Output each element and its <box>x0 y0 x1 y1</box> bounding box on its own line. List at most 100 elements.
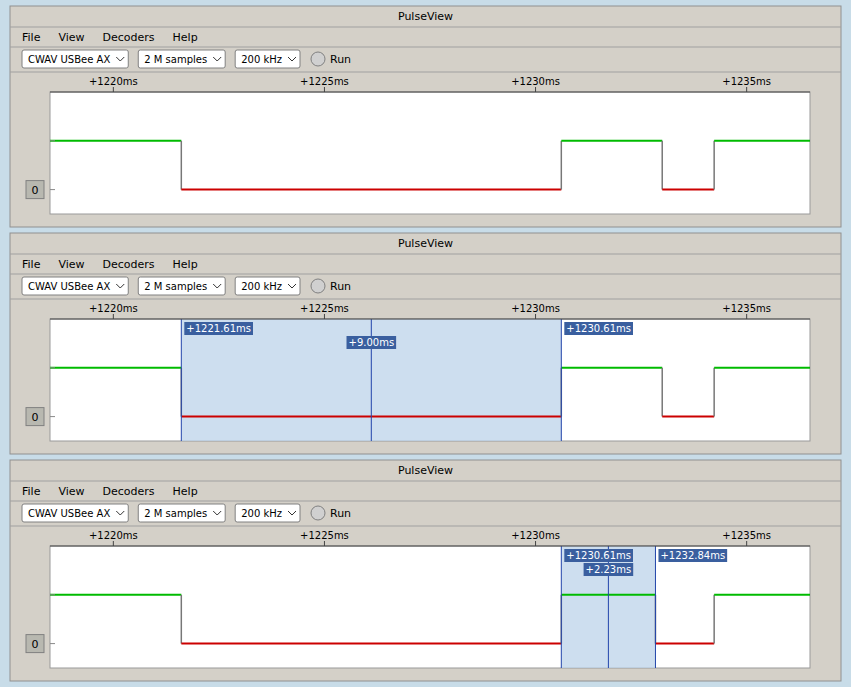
menu-item[interactable]: Help <box>173 485 198 498</box>
channel-box <box>26 181 44 199</box>
toolbar-item[interactable]: Run <box>330 280 351 293</box>
x-tick-label: +1225ms <box>300 530 349 541</box>
transition <box>561 141 563 190</box>
menu-item[interactable]: View <box>58 485 84 498</box>
menu-item[interactable]: Help <box>173 258 198 271</box>
toolbar-item[interactable]: 200 kHz <box>241 54 282 65</box>
dropdown[interactable] <box>22 50 128 68</box>
toolbar-item[interactable]: Run <box>330 53 351 66</box>
x-tick <box>113 314 114 319</box>
cursor-badge <box>584 563 634 576</box>
cursor-label: +9.00ms <box>349 337 395 348</box>
y-tick <box>50 643 55 644</box>
signal-segment <box>50 367 181 369</box>
y-tick <box>50 367 55 368</box>
signal-segment <box>714 367 810 369</box>
toolbar-item[interactable]: 2 M samples <box>144 54 207 65</box>
run-button[interactable] <box>311 52 325 66</box>
x-tick <box>535 87 536 92</box>
transition <box>661 141 663 190</box>
dropdown-arrow <box>116 284 124 288</box>
separator <box>10 481 841 482</box>
run-button[interactable] <box>311 279 325 293</box>
menu-item[interactable]: Decoders <box>103 31 155 44</box>
x-tick-label: +1230ms <box>511 530 560 541</box>
x-tick-label: +1220ms <box>89 303 138 314</box>
x-tick <box>113 541 114 546</box>
transition <box>713 595 715 644</box>
signal-segment <box>50 594 181 596</box>
window-frame <box>10 6 841 227</box>
signal-segment <box>561 140 662 142</box>
channel-label: 0 <box>32 184 39 197</box>
selection <box>561 546 655 668</box>
signal-segment <box>561 367 662 369</box>
dropdown-arrow <box>213 57 221 61</box>
plot-area <box>50 92 810 214</box>
x-tick <box>535 541 536 546</box>
x-tick <box>324 541 325 546</box>
y-tick <box>50 416 55 417</box>
menu-item[interactable]: Decoders <box>103 485 155 498</box>
dropdown-arrow <box>288 57 296 61</box>
separator <box>10 299 841 300</box>
menu-item[interactable]: Help <box>173 31 198 44</box>
dropdown[interactable] <box>235 277 300 295</box>
x-tick-label: +1220ms <box>89 76 138 87</box>
dropdown[interactable] <box>22 277 128 295</box>
menu-item[interactable]: View <box>58 31 84 44</box>
dropdown[interactable] <box>138 50 225 68</box>
toolbar-item[interactable]: Run <box>330 507 351 520</box>
dropdown[interactable] <box>22 504 128 522</box>
cursor-badge <box>564 549 633 562</box>
channel-box <box>26 408 44 426</box>
cursor-badge <box>564 322 633 335</box>
dropdown-arrow <box>288 511 296 515</box>
run-button[interactable] <box>311 506 325 520</box>
toolbar-item[interactable]: CWAV USBee AX <box>28 508 110 519</box>
x-tick-label: +1225ms <box>300 76 349 87</box>
toolbar-item[interactable]: CWAV USBee AX <box>28 281 110 292</box>
x-tick-label: +1225ms <box>300 303 349 314</box>
dropdown-arrow <box>116 57 124 61</box>
transition <box>181 141 183 190</box>
x-tick-label: +1235ms <box>722 76 771 87</box>
dropdown-arrow <box>213 511 221 515</box>
menu-item[interactable]: Decoders <box>103 258 155 271</box>
toolbar-item[interactable]: 200 kHz <box>241 508 282 519</box>
window-frame <box>10 233 841 454</box>
x-tick <box>113 87 114 92</box>
separator <box>10 501 841 502</box>
separator <box>10 27 841 28</box>
toolbar-item[interactable]: 2 M samples <box>144 281 207 292</box>
signal-segment <box>655 643 714 645</box>
plot-content <box>50 141 810 190</box>
dropdown-arrow <box>288 284 296 288</box>
x-axis <box>50 92 810 93</box>
signal-segment <box>714 594 810 596</box>
title: PulseView <box>398 10 453 23</box>
menu-item[interactable]: View <box>58 258 84 271</box>
cursor-label: +1221.61ms <box>186 323 251 334</box>
dropdown[interactable] <box>138 277 225 295</box>
x-tick-label: +1235ms <box>722 530 771 541</box>
menu-item[interactable]: File <box>22 258 41 271</box>
dropdown[interactable] <box>235 504 300 522</box>
plot-content <box>50 319 810 441</box>
menu-item[interactable]: File <box>22 31 41 44</box>
cursor-label: +1230.61ms <box>566 550 631 561</box>
menu-item[interactable]: File <box>22 485 41 498</box>
channel-label: 0 <box>32 411 39 424</box>
transition <box>181 595 183 644</box>
y-tick <box>50 189 55 190</box>
title: PulseView <box>398 237 453 250</box>
toolbar-item[interactable]: CWAV USBee AX <box>28 54 110 65</box>
toolbar-item[interactable]: 2 M samples <box>144 508 207 519</box>
toolbar-item[interactable]: 200 kHz <box>241 281 282 292</box>
transition <box>713 141 715 190</box>
dropdown[interactable] <box>235 50 300 68</box>
dropdown[interactable] <box>138 504 225 522</box>
channel-label: 0 <box>32 638 39 651</box>
plot-area <box>50 319 810 441</box>
x-tick-label: +1230ms <box>511 76 560 87</box>
